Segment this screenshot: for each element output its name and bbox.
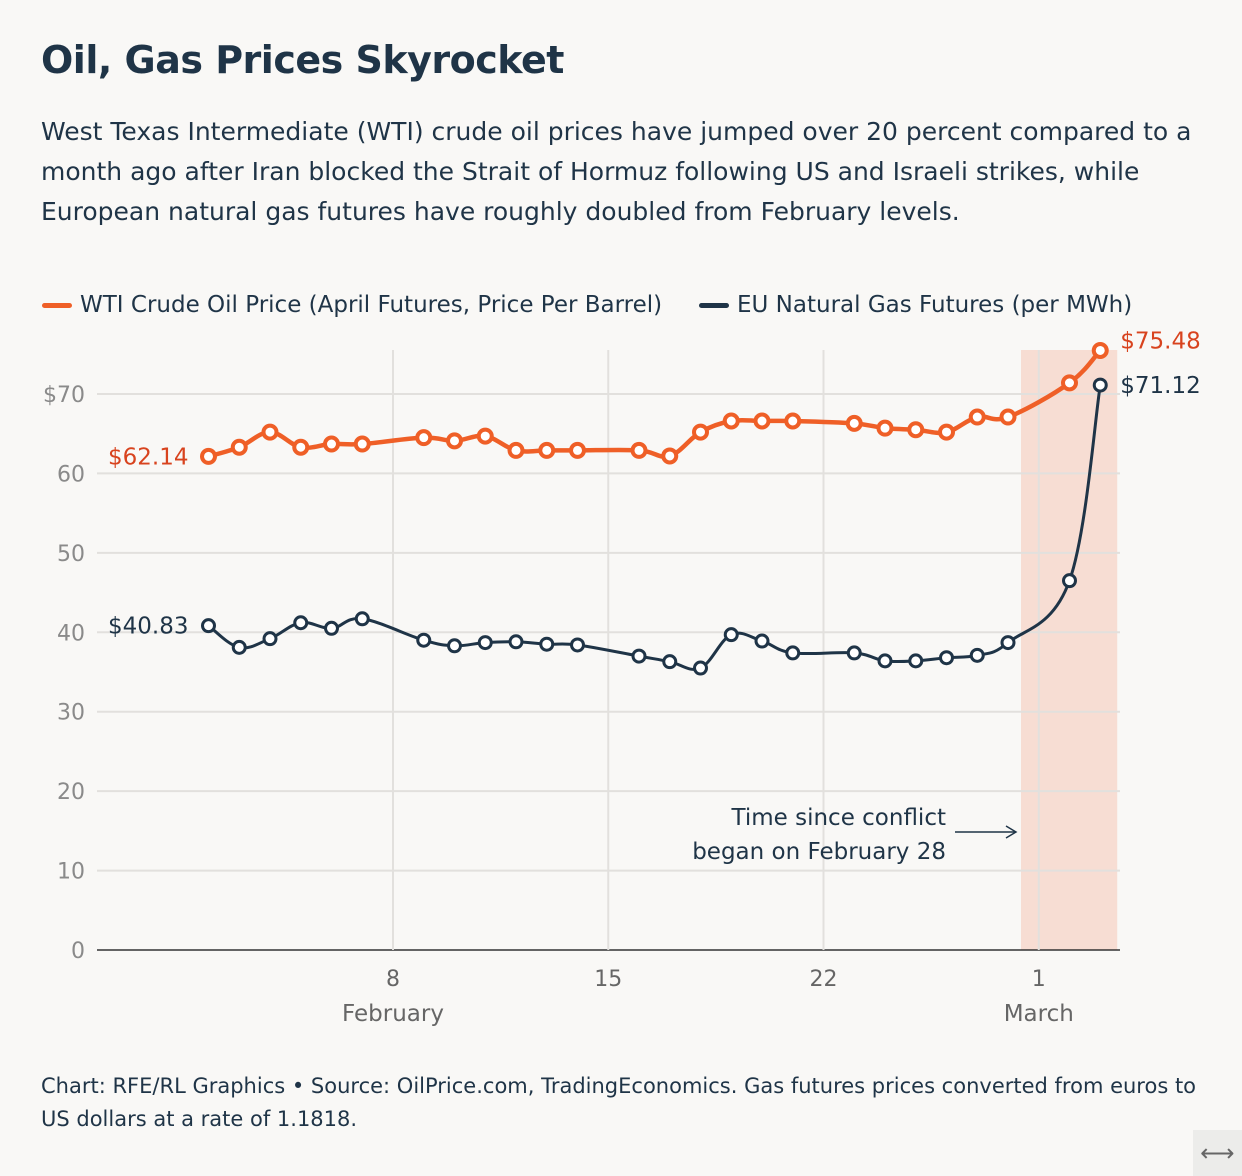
series-line-0 — [207, 348, 1102, 459]
data-point — [692, 423, 709, 441]
data-point — [876, 419, 894, 437]
data-point — [661, 447, 679, 465]
x-tick-label: 8 — [386, 967, 400, 992]
data-point — [230, 438, 248, 456]
x-tick-label: 1 — [1032, 967, 1046, 992]
left-right-arrow-icon: ⟷ — [1200, 1139, 1235, 1167]
data-point — [753, 412, 771, 430]
data-point — [999, 408, 1017, 426]
chart-subtitle: West Texas Intermediate (WTI) crude oil … — [41, 117, 1192, 226]
data-point — [1091, 341, 1109, 359]
data-point — [722, 412, 740, 430]
annotation-arrowhead — [1005, 825, 1018, 839]
legend-label-gas: EU Natural Gas Futures (per MWh) — [737, 292, 1133, 318]
data-point — [416, 632, 432, 648]
data-point — [723, 627, 739, 643]
end-value-label: $75.48 — [1120, 328, 1200, 354]
data-point — [693, 660, 708, 676]
data-point — [200, 447, 217, 465]
y-tick-label: 30 — [57, 701, 85, 726]
x-tick-sublabel: February — [342, 1001, 444, 1027]
data-point — [846, 645, 862, 661]
x-tick-label: 22 — [810, 967, 838, 992]
data-point — [630, 441, 648, 459]
data-point — [877, 653, 893, 669]
start-value-label: $62.14 — [108, 444, 188, 470]
data-point — [323, 435, 340, 453]
legend-label-oil: WTI Crude Oil Price (April Futures, Pric… — [80, 292, 663, 318]
end-value-label: $71.12 — [1120, 373, 1200, 399]
data-point — [324, 620, 339, 636]
x-tick-sublabel: March — [1004, 1001, 1074, 1027]
data-point — [907, 421, 925, 439]
y-tick-label: 50 — [57, 542, 85, 567]
data-point — [477, 635, 493, 651]
data-point — [1061, 374, 1078, 392]
data-point — [1092, 377, 1108, 393]
data-point — [569, 441, 586, 459]
data-point — [201, 618, 216, 634]
data-point — [1000, 635, 1016, 651]
x-tick-label: 15 — [594, 967, 622, 992]
data-point — [354, 611, 370, 627]
y-tick-label: 0 — [71, 939, 85, 964]
y-tick-label: $70 — [43, 383, 85, 408]
series-line-1 — [207, 384, 1102, 671]
annotation-line: began on February 28 — [692, 839, 946, 865]
data-point — [292, 438, 310, 456]
data-point — [969, 647, 985, 663]
data-point — [785, 645, 801, 661]
data-point — [968, 408, 986, 426]
data-point — [631, 648, 647, 664]
expand-button[interactable]: ⟷ — [1193, 1130, 1242, 1176]
data-point — [908, 653, 924, 669]
start-value-label: $40.83 — [108, 614, 188, 640]
legend-swatch-gas — [699, 302, 729, 308]
conflict-highlight — [1021, 350, 1118, 950]
data-point — [262, 631, 278, 647]
data-point — [508, 634, 524, 650]
data-point — [845, 414, 863, 432]
data-point — [231, 639, 247, 655]
data-point — [446, 432, 463, 450]
data-point — [293, 615, 309, 631]
data-point — [447, 638, 462, 654]
y-tick-label: 60 — [57, 462, 85, 487]
y-tick-label: 10 — [57, 860, 85, 885]
data-point — [507, 441, 525, 459]
data-point — [754, 633, 770, 649]
data-point — [1062, 573, 1077, 589]
data-point — [476, 427, 494, 445]
legend-swatch-oil — [42, 302, 72, 308]
data-point — [261, 423, 279, 441]
data-point — [415, 429, 433, 447]
data-point — [570, 637, 585, 653]
data-point — [938, 423, 955, 441]
data-point — [538, 441, 556, 459]
y-tick-label: 20 — [57, 780, 85, 805]
annotation-line: Time since conflict — [731, 805, 947, 831]
chart-footer: Chart: RFE/RL Graphics • Source: OilPric… — [41, 1074, 1197, 1131]
legend-item-oil: WTI Crude Oil Price (April Futures, Pric… — [42, 292, 662, 318]
data-point — [939, 650, 954, 666]
y-tick-label: 40 — [57, 621, 85, 646]
data-point — [353, 435, 371, 453]
legend-item-gas: EU Natural Gas Futures (per MWh) — [699, 292, 1132, 318]
data-point — [662, 654, 678, 670]
data-point — [784, 412, 802, 430]
chart-title: Oil, Gas Prices Skyrocket — [41, 38, 564, 82]
data-point — [539, 636, 555, 652]
